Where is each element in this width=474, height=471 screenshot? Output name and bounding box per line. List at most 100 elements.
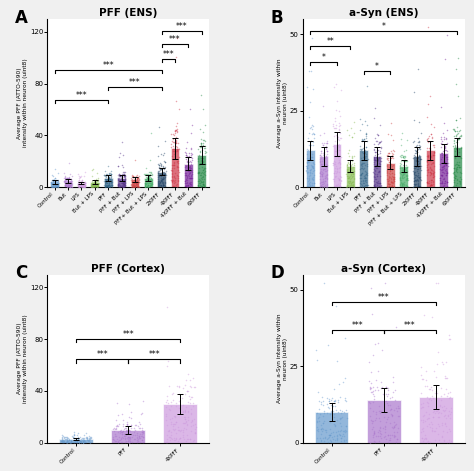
Point [80, 436, 88, 444]
Point [457, 132, 465, 139]
Point [119, 179, 127, 187]
Point [118, 175, 125, 183]
Point [165, 428, 173, 435]
Point [397, 141, 404, 148]
Point [50, 176, 57, 184]
Point [451, 172, 458, 180]
Point [75, 172, 83, 179]
Point [319, 424, 326, 432]
Point [49, 182, 56, 190]
Point [121, 424, 128, 432]
Point [114, 428, 122, 436]
Point [363, 169, 371, 176]
Point [168, 176, 176, 184]
Point [200, 180, 207, 188]
Point [362, 170, 370, 178]
Point [310, 158, 317, 166]
Point [438, 163, 446, 171]
Point [373, 179, 381, 186]
Point [333, 168, 341, 176]
Point [159, 173, 166, 180]
Point [130, 183, 138, 190]
Point [114, 181, 122, 189]
Point [336, 414, 344, 422]
Point [78, 178, 85, 186]
Point [427, 171, 435, 178]
Point [144, 175, 151, 183]
Point [201, 144, 209, 152]
Point [186, 174, 193, 182]
Point [373, 158, 381, 165]
Point [112, 432, 119, 440]
Point [53, 183, 60, 190]
Point [306, 171, 313, 179]
Point [119, 182, 127, 190]
Point [134, 435, 142, 442]
Point [75, 178, 82, 186]
Point [357, 164, 365, 171]
Point [48, 178, 56, 186]
Point [129, 173, 137, 181]
Point [333, 170, 340, 177]
Point [49, 176, 56, 184]
Point [119, 151, 127, 159]
Point [116, 171, 124, 179]
Point [187, 422, 195, 430]
Point [67, 180, 75, 188]
Point [402, 161, 410, 168]
Point [163, 439, 171, 446]
Point [349, 179, 356, 186]
Point [417, 143, 424, 150]
Point [318, 437, 325, 444]
Point [450, 179, 458, 186]
Point [66, 181, 74, 189]
Point [155, 161, 162, 169]
Point [78, 181, 85, 188]
Point [377, 378, 384, 385]
Point [94, 174, 101, 181]
Point [142, 183, 149, 190]
Point [167, 143, 175, 151]
Point [62, 439, 69, 446]
Point [61, 435, 68, 442]
Point [452, 144, 460, 151]
Point [361, 149, 368, 157]
Point [67, 439, 74, 446]
Point [336, 182, 344, 190]
Point [345, 168, 353, 175]
Point [142, 183, 150, 191]
Point [412, 176, 420, 184]
Point [53, 182, 61, 190]
Point [368, 419, 375, 427]
Point [113, 421, 121, 429]
Point [184, 171, 191, 179]
Point [443, 169, 451, 176]
Point [185, 156, 192, 163]
Point [78, 176, 86, 184]
Point [117, 179, 124, 187]
Point [424, 165, 432, 172]
Point [189, 399, 197, 407]
Point [371, 393, 378, 400]
Point [360, 150, 367, 157]
Point [104, 182, 112, 189]
Point [313, 346, 320, 354]
Point [374, 146, 382, 154]
Point [314, 427, 321, 435]
Point [79, 434, 86, 442]
Point [86, 438, 94, 446]
Point [169, 421, 176, 428]
Point [425, 414, 432, 422]
Point [325, 397, 332, 405]
Bar [104, 178, 112, 187]
Point [435, 408, 443, 416]
Point [142, 176, 150, 184]
Point [156, 166, 164, 174]
Point [456, 132, 464, 139]
Point [346, 165, 354, 172]
Text: ***: *** [122, 330, 134, 339]
Point [157, 165, 165, 172]
Point [133, 175, 140, 183]
Point [187, 129, 195, 137]
Point [438, 156, 445, 163]
